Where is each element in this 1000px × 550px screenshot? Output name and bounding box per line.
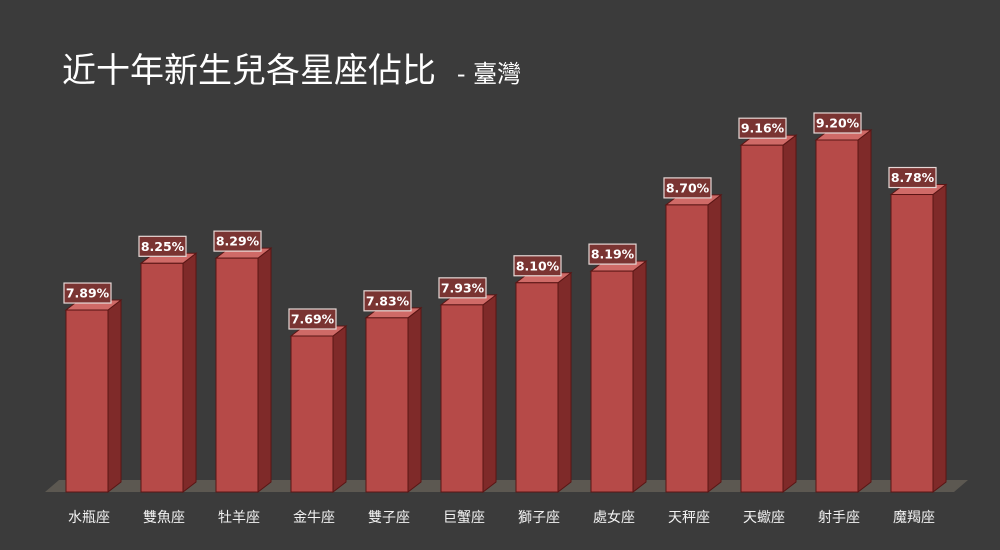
- bar-front-face: [440, 304, 484, 493]
- data-label-text: 8.25%: [141, 239, 185, 254]
- data-label-box: [288, 308, 337, 330]
- bar-side-face: [107, 299, 122, 494]
- data-label-text: 8.10%: [516, 258, 560, 273]
- data-label-text: 8.78%: [891, 170, 935, 185]
- data-label-2: 8.25%: [138, 235, 187, 257]
- bar-4: [289, 324, 348, 494]
- bar-side-face: [257, 247, 272, 494]
- data-label-11: 9.20%: [813, 112, 862, 134]
- category-label-10: 天蠍座: [743, 510, 785, 526]
- data-label-box: [438, 277, 487, 299]
- bar-5: [364, 306, 423, 494]
- bar-side-face: [782, 134, 797, 494]
- data-label-text: 9.16%: [741, 121, 785, 136]
- category-label-6: 巨蟹座: [443, 510, 485, 526]
- data-label-box: [663, 177, 712, 199]
- data-label-1: 7.89%: [63, 282, 112, 304]
- bar-10: [739, 134, 798, 494]
- data-label-text: 7.89%: [66, 286, 110, 301]
- data-label-text: 7.69%: [291, 312, 335, 327]
- data-label-text: 9.20%: [816, 116, 860, 131]
- data-label-box: [363, 290, 412, 312]
- category-label-7: 獅子座: [518, 510, 560, 526]
- bar-7: [514, 271, 573, 494]
- category-label-2: 雙魚座: [143, 510, 185, 526]
- bar-front-face: [290, 335, 334, 493]
- bar-front-face: [65, 309, 109, 493]
- data-label-box: [213, 230, 262, 252]
- bar-side-face: [182, 252, 197, 494]
- bar-side-face: [332, 324, 347, 494]
- bar-front-face: [740, 144, 784, 493]
- category-label-4: 金牛座: [293, 510, 335, 526]
- category-label-11: 射手座: [818, 510, 860, 526]
- data-label-8: 8.19%: [588, 243, 637, 265]
- bar-side-face: [932, 183, 947, 494]
- bar-front-face: [590, 270, 634, 493]
- chart-title: 近十年新生兒各星座佔比 - 臺灣: [62, 51, 521, 91]
- data-label-5: 7.83%: [363, 290, 412, 312]
- data-label-text: 8.19%: [591, 247, 635, 262]
- category-label-12: 魔羯座: [893, 510, 935, 526]
- bar-6: [439, 293, 498, 494]
- category-label-3: 牡羊座: [218, 510, 260, 526]
- data-label-box: [138, 235, 187, 257]
- data-label-10: 9.16%: [738, 117, 787, 139]
- bar-front-face: [215, 257, 259, 493]
- data-label-12: 8.78%: [888, 166, 937, 189]
- bar-11: [814, 128, 873, 494]
- category-label-1: 水瓶座: [68, 510, 110, 526]
- data-label-4: 7.69%: [288, 308, 337, 330]
- chart-subtitle: - 臺灣: [457, 60, 521, 88]
- data-label-text: 8.29%: [216, 234, 260, 249]
- bar-8: [589, 260, 648, 494]
- bar-side-face: [557, 271, 572, 494]
- chart-title-main: 近十年新生兒各星座佔比: [62, 51, 436, 91]
- chart-floor-layer: [45, 480, 968, 492]
- category-label-8: 處女座: [593, 509, 635, 526]
- data-label-box: [63, 282, 112, 304]
- data-label-6: 7.93%: [438, 277, 487, 299]
- data-label-box: [588, 243, 637, 265]
- bars-layer: [64, 128, 948, 494]
- data-label-text: 7.93%: [441, 280, 485, 295]
- bar-9: [664, 193, 723, 494]
- bar-12: [889, 183, 948, 494]
- data-label-box: [813, 112, 862, 134]
- data-label-text: 7.83%: [366, 293, 410, 308]
- bar-side-face: [407, 306, 422, 494]
- bar-side-face: [632, 260, 647, 494]
- bar-side-face: [482, 293, 497, 494]
- bar-front-face: [890, 194, 934, 493]
- category-label-5: 雙子座: [368, 510, 410, 526]
- bar-front-face: [365, 317, 409, 493]
- data-label-3: 8.29%: [213, 230, 262, 252]
- bar-front-face: [815, 139, 859, 493]
- bar-front-face: [665, 204, 709, 493]
- chart-floor: [45, 480, 968, 492]
- bar-2: [139, 252, 198, 494]
- data-label-text: 8.70%: [666, 180, 710, 195]
- bar-side-face: [707, 193, 722, 494]
- bar-front-face: [515, 282, 559, 493]
- data-label-9: 8.70%: [663, 177, 712, 199]
- data-label-box: [513, 255, 562, 277]
- data-label-box: [888, 166, 937, 189]
- bar-front-face: [140, 262, 184, 493]
- bar-side-face: [857, 128, 872, 494]
- bar-3: [214, 247, 273, 494]
- category-labels-layer: 水瓶座 雙魚座 牡羊座 金牛座 雙子座 巨蟹座 獅子座 處女座 天秤座 天蠍座 射手座 魔羯座: [68, 509, 935, 526]
- category-label-9: 天秤座: [668, 510, 710, 526]
- data-label-7: 8.10%: [513, 255, 562, 277]
- data-labels-layer: 7.89% 8.25% 8.29% 7.69% 7.83% 7.93% 8.10% 8.19%…: [63, 112, 937, 330]
- bar-1: [64, 299, 123, 494]
- data-label-box: [738, 117, 787, 139]
